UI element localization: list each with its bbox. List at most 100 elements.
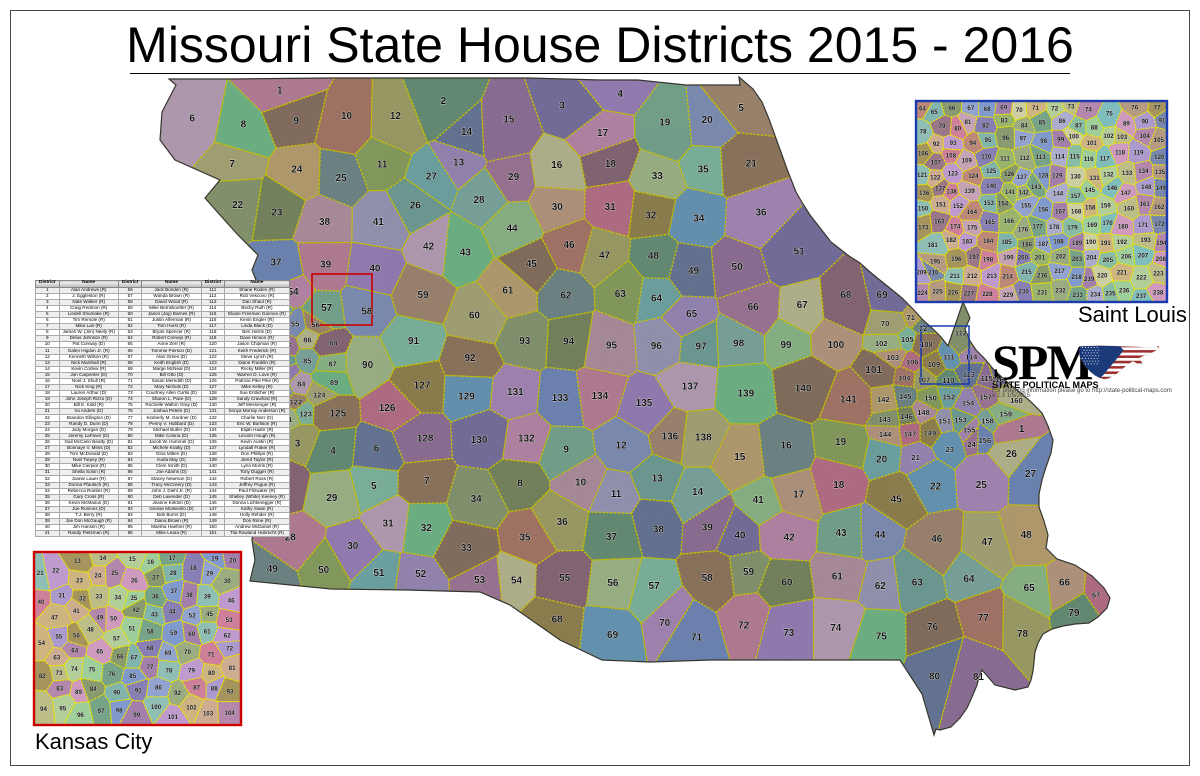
svg-text:29: 29 — [206, 570, 213, 577]
svg-text:40: 40 — [38, 599, 45, 606]
svg-text:231: 231 — [1037, 290, 1048, 297]
svg-text:129: 129 — [1052, 173, 1063, 180]
svg-text:114: 114 — [1055, 154, 1066, 161]
svg-text:60: 60 — [188, 631, 195, 638]
svg-text:236: 236 — [1119, 288, 1130, 295]
svg-text:206: 206 — [1121, 253, 1132, 260]
svg-text:82: 82 — [982, 122, 989, 129]
svg-text:108: 108 — [946, 153, 957, 160]
svg-text:198: 198 — [983, 257, 994, 264]
svg-text:217: 217 — [1054, 268, 1065, 275]
svg-text:151: 151 — [936, 201, 947, 208]
svg-text:39: 39 — [204, 593, 211, 600]
svg-text:84: 84 — [1021, 122, 1028, 129]
svg-text:154: 154 — [998, 201, 1009, 208]
svg-text:191: 191 — [1100, 240, 1111, 247]
svg-text:86: 86 — [1059, 118, 1066, 125]
svg-text:88: 88 — [211, 686, 218, 693]
svg-text:67: 67 — [131, 654, 138, 661]
svg-text:15: 15 — [129, 556, 136, 563]
svg-text:22: 22 — [52, 567, 59, 574]
svg-text:37: 37 — [170, 588, 177, 595]
svg-text:95: 95 — [59, 706, 66, 713]
svg-text:20: 20 — [229, 557, 236, 564]
svg-text:146: 146 — [1107, 185, 1118, 192]
svg-text:66: 66 — [117, 653, 124, 660]
svg-text:144: 144 — [1053, 191, 1064, 198]
svg-text:92: 92 — [174, 690, 181, 697]
svg-text:210: 210 — [928, 270, 939, 277]
svg-text:161: 161 — [1140, 201, 1151, 208]
svg-text:32: 32 — [79, 595, 86, 602]
svg-text:150: 150 — [918, 205, 929, 212]
svg-text:164: 164 — [967, 209, 978, 216]
svg-text:226: 226 — [948, 289, 959, 296]
svg-text:172: 172 — [1154, 221, 1165, 228]
svg-text:38: 38 — [186, 592, 193, 599]
svg-text:159: 159 — [1100, 203, 1111, 210]
svg-text:167: 167 — [1055, 208, 1066, 215]
svg-text:125: 125 — [986, 168, 997, 175]
svg-text:64: 64 — [71, 647, 78, 654]
svg-text:192: 192 — [1117, 239, 1128, 246]
svg-text:104: 104 — [224, 710, 235, 717]
svg-text:171: 171 — [1138, 222, 1149, 229]
svg-text:115: 115 — [1070, 153, 1081, 160]
svg-text:118: 118 — [1115, 150, 1126, 157]
svg-text:220: 220 — [1097, 273, 1108, 280]
svg-text:207: 207 — [1138, 253, 1149, 260]
svg-text:168: 168 — [1071, 209, 1082, 216]
svg-text:147: 147 — [1121, 190, 1132, 197]
svg-text:34: 34 — [114, 595, 121, 602]
svg-text:85: 85 — [129, 673, 136, 680]
svg-text:48: 48 — [87, 626, 94, 633]
svg-text:179: 179 — [1067, 224, 1078, 231]
svg-text:13: 13 — [74, 558, 81, 565]
svg-text:116: 116 — [1084, 156, 1095, 163]
svg-text:46: 46 — [228, 598, 235, 605]
svg-text:52: 52 — [189, 613, 196, 620]
svg-text:111: 111 — [1000, 156, 1010, 163]
svg-text:224: 224 — [917, 290, 928, 297]
svg-text:101: 101 — [1087, 140, 1098, 147]
svg-text:204: 204 — [1086, 255, 1097, 262]
svg-text:104: 104 — [1140, 133, 1151, 140]
svg-text:176: 176 — [1018, 226, 1029, 233]
svg-text:71: 71 — [1032, 105, 1039, 112]
svg-text:17: 17 — [169, 555, 176, 562]
svg-text:80: 80 — [954, 126, 961, 133]
svg-text:69: 69 — [165, 650, 172, 657]
svg-text:80: 80 — [208, 670, 215, 677]
svg-text:157: 157 — [1070, 193, 1081, 200]
svg-text:47: 47 — [51, 614, 58, 621]
svg-text:81: 81 — [229, 665, 236, 672]
svg-text:33: 33 — [96, 593, 103, 600]
svg-text:143: 143 — [1031, 184, 1042, 191]
svg-text:219: 219 — [1084, 276, 1095, 283]
svg-text:189: 189 — [1072, 240, 1083, 247]
svg-text:45: 45 — [206, 611, 213, 618]
svg-text:27: 27 — [152, 574, 159, 581]
svg-text:190: 190 — [1086, 239, 1097, 246]
svg-text:97: 97 — [1019, 136, 1026, 143]
svg-text:91: 91 — [135, 687, 142, 694]
svg-text:234: 234 — [1090, 292, 1101, 299]
svg-text:163: 163 — [934, 218, 945, 225]
svg-text:169: 169 — [1087, 222, 1098, 229]
svg-text:180: 180 — [1118, 223, 1129, 230]
svg-text:75: 75 — [88, 667, 95, 674]
svg-text:28: 28 — [170, 570, 177, 577]
svg-text:56: 56 — [73, 632, 80, 639]
svg-text:25: 25 — [111, 570, 118, 577]
svg-text:74: 74 — [1085, 107, 1092, 114]
svg-text:72: 72 — [226, 645, 233, 652]
svg-text:213: 213 — [987, 273, 998, 280]
svg-text:187: 187 — [1038, 241, 1049, 248]
svg-text:211: 211 — [950, 273, 961, 280]
svg-text:121: 121 — [917, 172, 928, 179]
svg-text:202: 202 — [1056, 254, 1067, 261]
svg-text:26: 26 — [131, 577, 138, 584]
svg-text:69: 69 — [1000, 105, 1007, 112]
svg-text:137: 137 — [935, 186, 946, 193]
svg-text:88: 88 — [1091, 124, 1098, 131]
